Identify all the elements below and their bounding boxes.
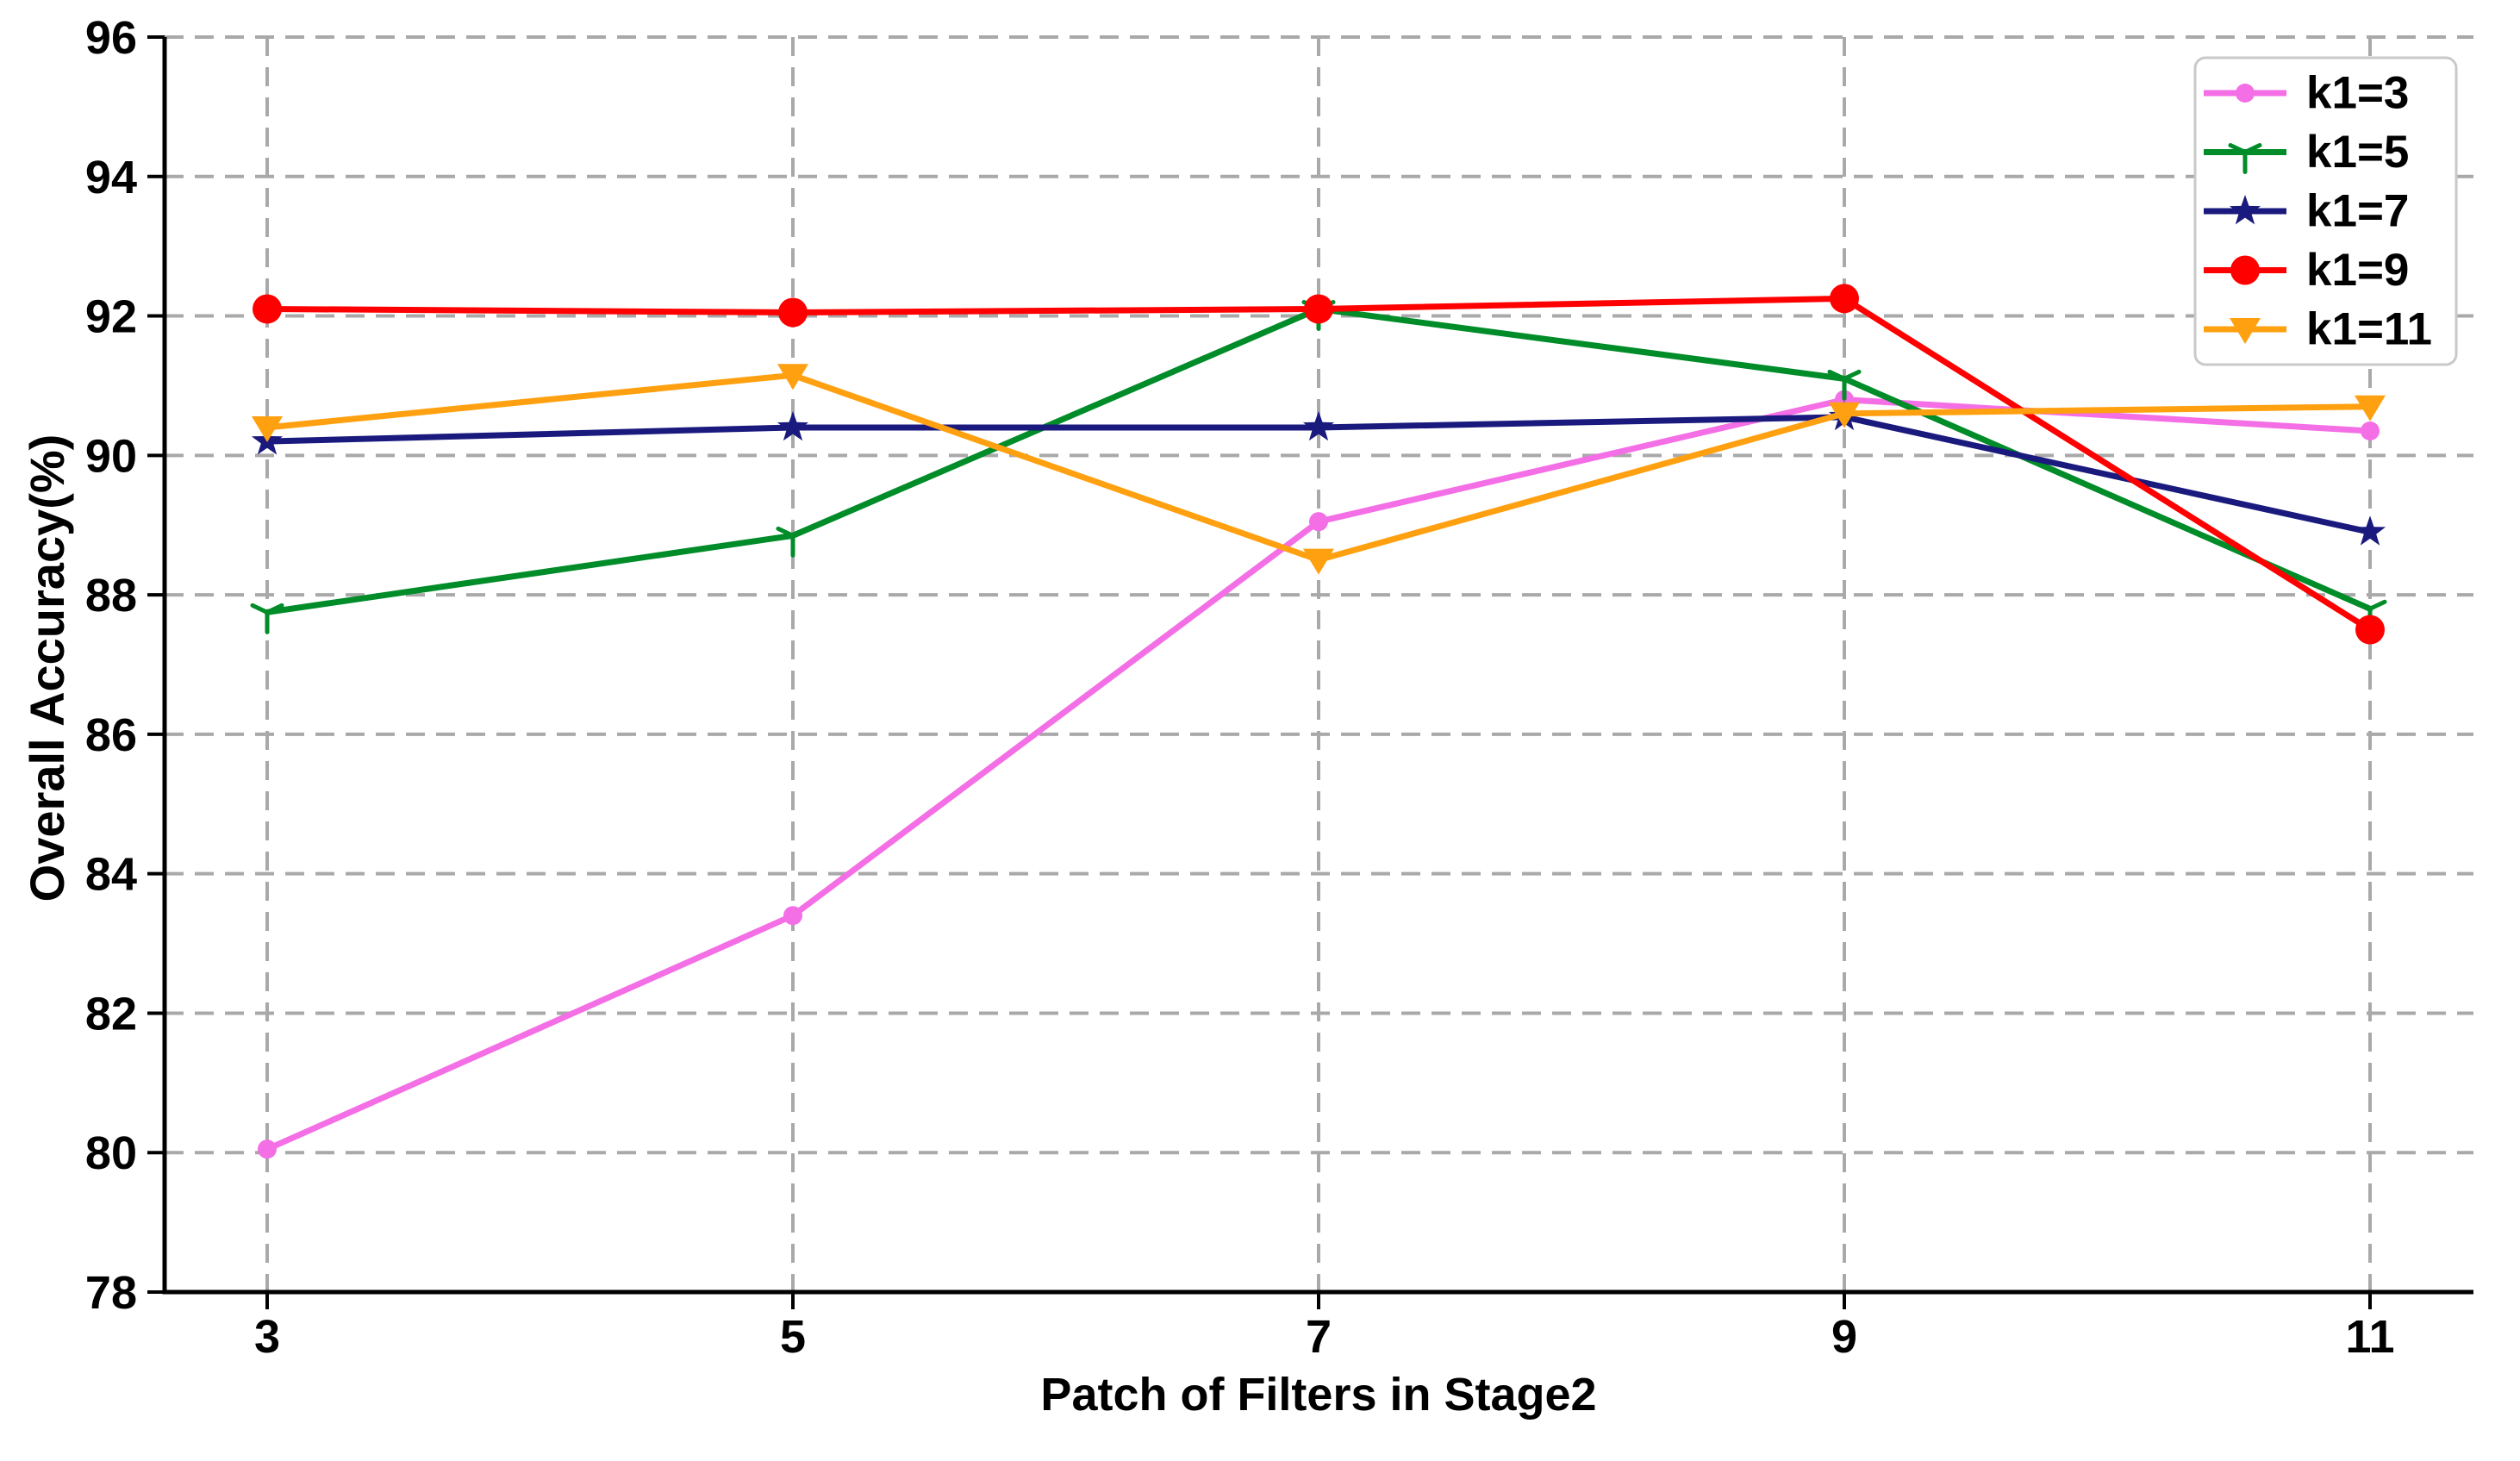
y-tick-label-84: 84 [85, 849, 137, 901]
y-tick-label-82: 82 [85, 988, 137, 1040]
legend: k1=3 k1=5 k1=7 k1=9 k1=11 [2193, 56, 2458, 366]
legend-item-k1=9: k1=9 [2204, 245, 2409, 296]
y-tick-label-94: 94 [85, 152, 137, 203]
legend-item-k1=5: k1=5 [2204, 127, 2409, 178]
legend-label-k1=3: k1=3 [2306, 68, 2409, 119]
y-tick-label-96: 96 [85, 12, 137, 64]
legend-marker-k1=7-star-icon [2229, 195, 2261, 225]
marker-k1=11-x5-triangle-down-icon [777, 364, 808, 390]
legend-label-k1=9: k1=9 [2306, 245, 2409, 296]
x-tick-label-7: 7 [1306, 1311, 1332, 1363]
legend-box [2193, 56, 2458, 366]
x-tick-label-11: 11 [2345, 1311, 2394, 1363]
x-tick-label-5: 5 [780, 1311, 806, 1363]
x-axis-label: Patch of Filters in Stage2 [1040, 1369, 1596, 1420]
legend-marker-k1=9-circle-icon [2230, 255, 2260, 285]
marker-k1=3-x11-dot-icon [2361, 421, 2380, 441]
legend-item-k1=3: k1=3 [2204, 68, 2409, 119]
marker-k1=5-x5-tri-down-icon [776, 526, 810, 558]
marker-k1=9-x11-circle-icon [2355, 615, 2385, 645]
x-tick-label-9: 9 [1831, 1311, 1857, 1363]
y-tick-label-90: 90 [85, 430, 137, 482]
legend-marker-k1=5-tri-down-icon [2228, 143, 2262, 174]
y-tick-label-88: 88 [85, 570, 137, 621]
marker-k1=9-x3-circle-icon [253, 294, 282, 324]
marker-k1=3-x5-dot-icon [783, 906, 802, 926]
marker-k1=7-x7-star-icon [1302, 411, 1335, 441]
y-tick-label-86: 86 [85, 709, 137, 761]
series-lines [250, 284, 2387, 1159]
gridlines [165, 35, 2473, 1294]
legend-label-k1=11: k1=11 [2306, 304, 2432, 355]
legend-marker-k1=11-triangle-down-icon [2230, 318, 2261, 344]
marker-k1=7-x11-star-icon [2354, 515, 2386, 546]
axes: 78 80 82 84 86 88 90 92 94 96 3 5 7 9 11 [85, 12, 2473, 1363]
legend-item-k1=7: k1=7 [2204, 186, 2409, 237]
marker-k1=11-x3-triangle-down-icon [252, 415, 283, 442]
marker-k1=9-x7-circle-icon [1304, 294, 1333, 324]
legend-label-k1=7: k1=7 [2306, 186, 2409, 237]
marker-k1=9-x9-circle-icon [1830, 284, 1859, 314]
marker-k1=9-x5-circle-icon [778, 297, 808, 328]
y-axis-label: Overall Accuracy(%) [20, 434, 74, 902]
marker-k1=3-x7-dot-icon [1309, 512, 1328, 532]
legend-marker-k1=3-dot-icon [2236, 84, 2255, 103]
marker-k1=5-x9-tri-down-icon [1827, 369, 1862, 401]
y-tick-label-78: 78 [85, 1267, 137, 1319]
series-k1=11 [252, 364, 2386, 575]
marker-k1=3-x3-dot-icon [258, 1139, 277, 1159]
marker-k1=11-x9-triangle-down-icon [1829, 402, 1860, 428]
legend-label-k1=5: k1=5 [2306, 127, 2409, 178]
x-tick-label-3: 3 [254, 1311, 280, 1363]
marker-k1=7-x5-star-icon [777, 411, 809, 441]
legend-item-k1=11: k1=11 [2204, 304, 2432, 355]
marker-k1=11-x7-triangle-down-icon [1303, 548, 1334, 575]
marker-k1=5-x3-tri-down-icon [250, 603, 284, 634]
y-tick-label-80: 80 [85, 1127, 137, 1179]
y-tick-label-92: 92 [85, 291, 137, 343]
marker-k1=11-x11-triangle-down-icon [2355, 395, 2386, 421]
